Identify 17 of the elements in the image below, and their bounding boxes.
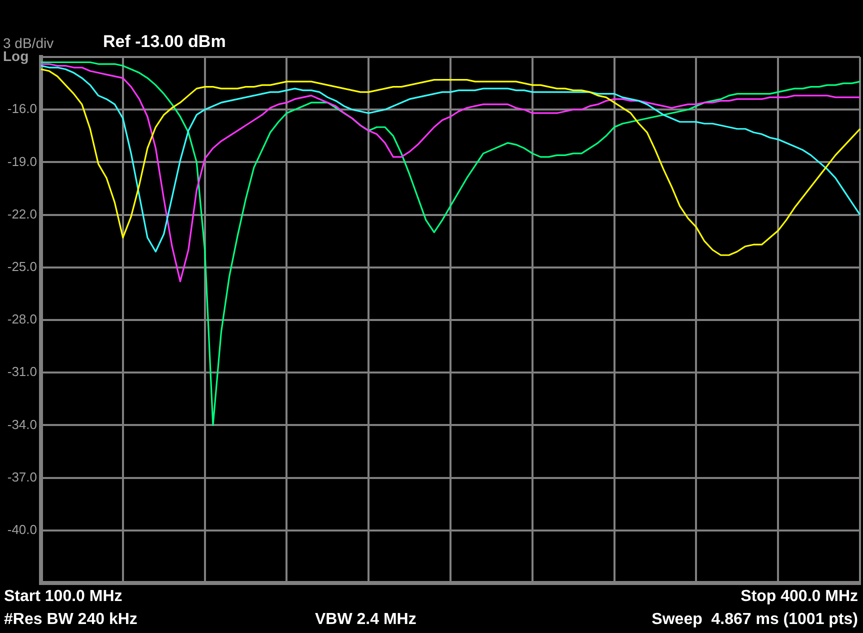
y-axis-title: 3 dB/div — [3, 35, 54, 51]
text: Log — [3, 48, 29, 64]
y-tick-label: -28.0 — [7, 312, 37, 327]
text: VBW 2.4 MHz — [315, 611, 416, 628]
text: #Res BW 240 kHz — [4, 611, 138, 628]
y-tick-label: -34.0 — [7, 416, 37, 432]
y-tick-label: -22.0 — [7, 206, 37, 222]
text: Stop 400.0 MHz — [740, 588, 858, 605]
y-tick-label: -37.0 — [7, 469, 37, 484]
y-tick-label: -40.0 — [7, 522, 37, 537]
y-tick-label: -19.0 — [7, 154, 37, 169]
chart-title: Ref -13.00 dBm — [103, 32, 226, 51]
text: Start 100.0 MHz — [4, 588, 122, 605]
text: Sweep 4.867 ms (1001 pts) — [652, 611, 858, 628]
y-tick-label: -16.0 — [7, 101, 37, 116]
y-tick-label: -25.0 — [7, 258, 37, 274]
y-tick-label: -31.0 — [7, 364, 37, 380]
